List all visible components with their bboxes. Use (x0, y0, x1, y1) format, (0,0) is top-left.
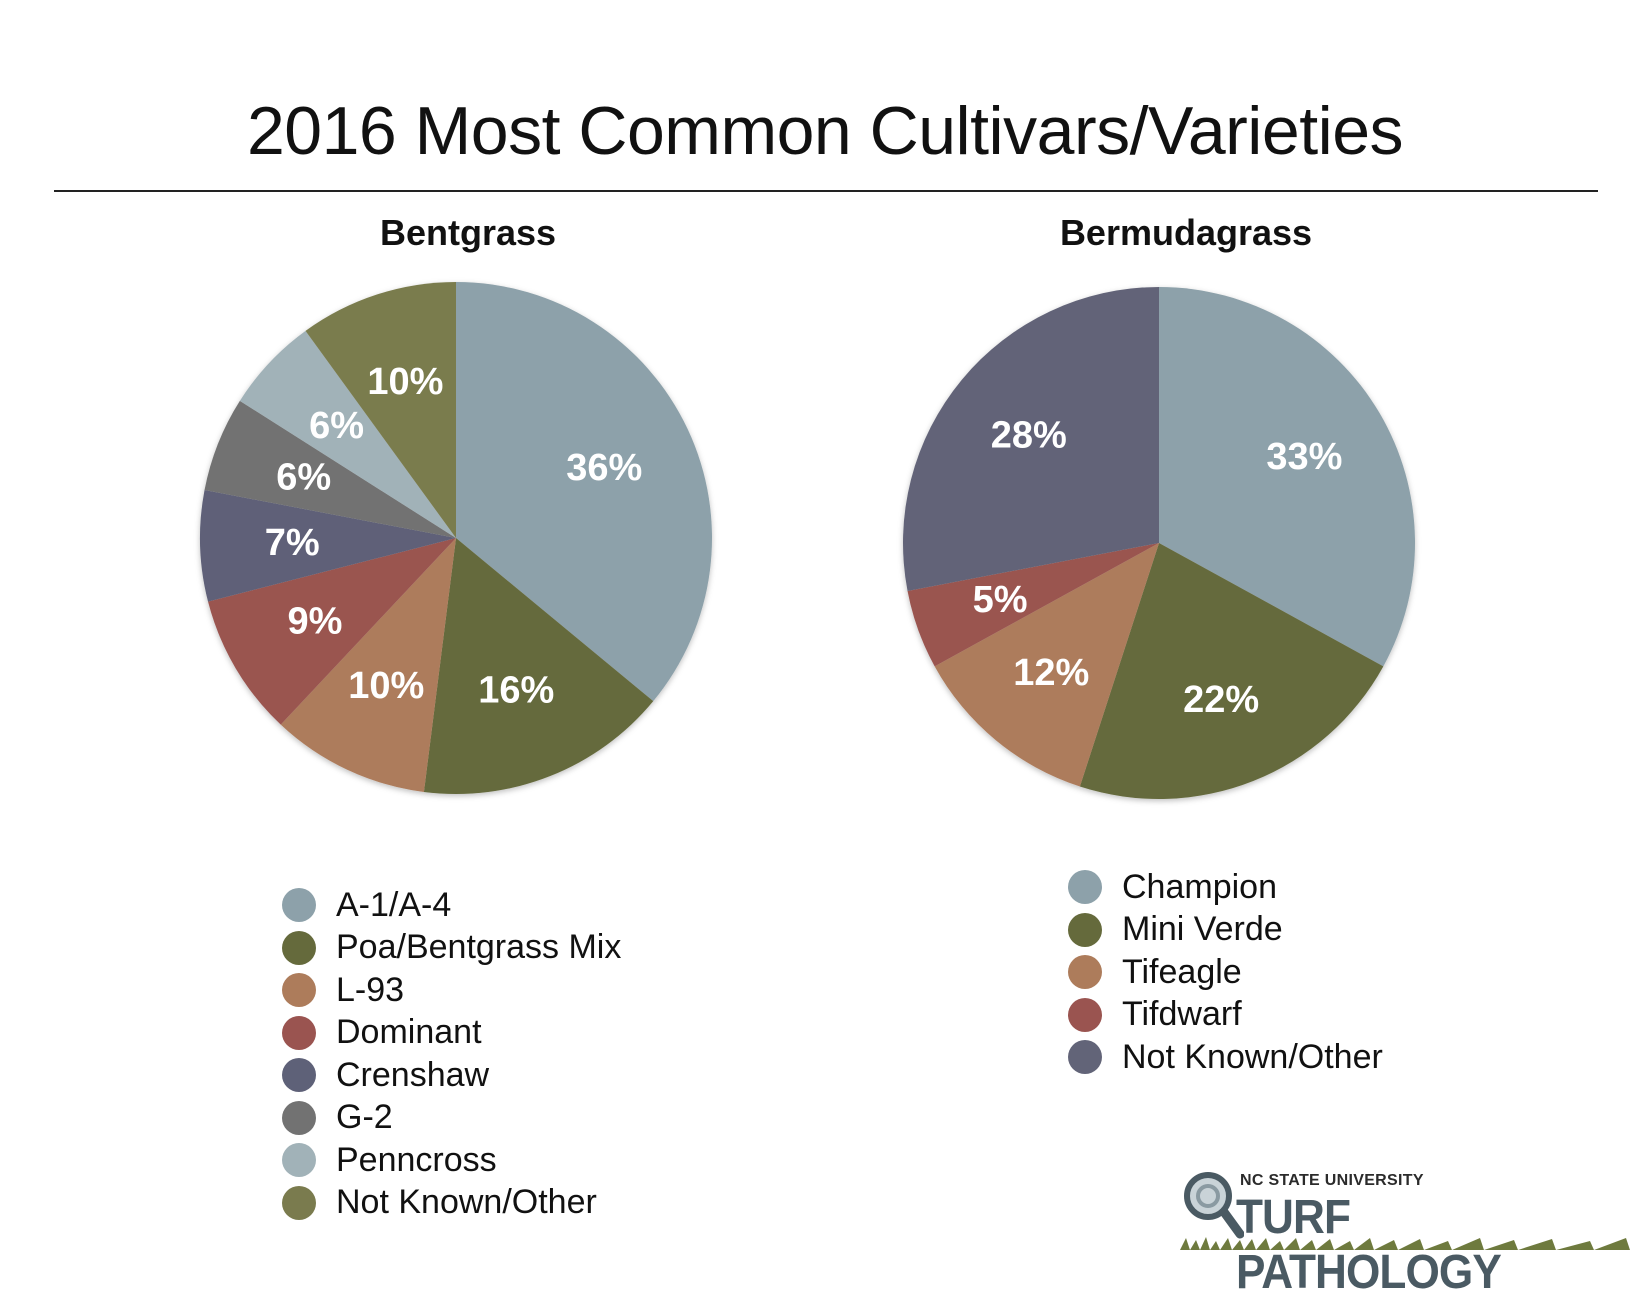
legend-swatch (1068, 997, 1102, 1032)
legend-swatch (282, 973, 316, 1008)
legend-label: Tifdwarf (1122, 995, 1242, 1034)
magnifier-logo-icon (1184, 1172, 1244, 1239)
bentgrass-chart-title: Bentgrass (379, 212, 557, 253)
legend-label: Poa/Bentgrass Mix (336, 928, 622, 967)
bentgrass-data-label-penncross: 6% (309, 405, 364, 447)
bermudagrass-slice-mini-verde (1079, 543, 1384, 800)
legend-label: Penncross (336, 1140, 497, 1179)
bermudagrass-legend-item-mini-verde: Mini Verde (1068, 909, 1383, 952)
bentgrass-legend-item-g-2: G-2 (282, 1097, 621, 1140)
bermudagrass-legend-item-not-known-other: Not Known/Other (1068, 1036, 1383, 1079)
bermudagrass-slice-tifeagle (934, 543, 1159, 787)
bentgrass-data-label-l-93: 10% (348, 665, 424, 707)
slide-title: 2016 Most Common Cultivars/Varieties (246, 93, 1404, 169)
bermudagrass-legend-item-tifeagle: Tifeagle (1068, 951, 1383, 994)
bermudagrass-legend-item-champion: Champion (1068, 866, 1383, 909)
legend-label: Mini Verde (1122, 910, 1283, 949)
bentgrass-legend-item-penncross: Penncross (282, 1139, 621, 1182)
bermudagrass-data-label-mini-verde: 22% (1183, 679, 1259, 721)
bentgrass-slice-a-1-a-4 (456, 282, 712, 702)
bermudagrass-pie-labels: 33% 22% 12% 5% 28% (973, 414, 1343, 721)
bermudagrass-slice-not-known-other (903, 287, 1159, 591)
legend-label: Not Known/Other (1122, 1037, 1383, 1076)
legend-swatch (282, 888, 316, 923)
legend-swatch (282, 1185, 316, 1220)
legend-label: Tifeagle (1122, 952, 1242, 991)
legend-swatch (282, 1015, 316, 1050)
bentgrass-legend-item-poa-bentgrass-mix: Poa/Bentgrass Mix (282, 927, 621, 970)
legend-swatch (1068, 1040, 1102, 1075)
legend-label: A-1/A-4 (336, 885, 452, 924)
bentgrass-slice-g-2 (204, 400, 456, 538)
legend-swatch (1068, 870, 1102, 905)
bermudagrass-pie (903, 287, 1415, 800)
legend-label: G-2 (336, 1098, 393, 1137)
bentgrass-legend-item-not-known-other: Not Known/Other (282, 1182, 621, 1225)
bentgrass-legend-item-dominant: Dominant (282, 1012, 621, 1055)
bentgrass-data-label-not-known-other: 10% (367, 361, 443, 403)
legend-label: L-93 (336, 970, 405, 1009)
legend-label: Not Known/Other (336, 1183, 597, 1222)
bentgrass-slice-crenshaw (200, 490, 456, 602)
logo-university: NC STATE UNIVERSITY (1240, 1172, 1424, 1189)
bentgrass-legend-item-a-1-a-4: A-1/A-4 (282, 884, 621, 927)
bentgrass-data-label-a-1-a-4: 36% (566, 447, 642, 489)
bentgrass-slice-dominant (208, 538, 456, 725)
bentgrass-legend: A-1/A-4 Poa/Bentgrass Mix L-93 Dominant Cren… (282, 884, 621, 1224)
bermudagrass-legend-item-tifdwarf: Tifdwarf (1068, 994, 1383, 1037)
bentgrass-legend-item-crenshaw: Crenshaw (282, 1054, 621, 1097)
bermudagrass-data-label-tifeagle: 12% (1013, 652, 1089, 694)
bermudagrass-legend: Champion Mini Verde Tifeagle Tifdwarf Not Kn… (1068, 866, 1383, 1079)
legend-label: Champion (1122, 867, 1277, 906)
turf-pathology-logo: NC STATE UNIVERSITY TURF PATHOLOGY (1180, 1168, 1636, 1299)
legend-swatch (1068, 912, 1102, 947)
bentgrass-slice-l-93 (280, 538, 456, 792)
bentgrass-slice-poa-bentgrass-mix (423, 538, 654, 794)
bermudagrass-data-label-champion: 33% (1266, 436, 1342, 478)
bentgrass-pie (200, 282, 712, 794)
grass-decoration-icon (1180, 1237, 1636, 1250)
legend-swatch (282, 1143, 316, 1178)
legend-swatch (282, 930, 316, 965)
bermudagrass-data-label-tifdwarf: 5% (973, 579, 1028, 621)
title-divider (54, 190, 1598, 192)
bentgrass-data-label-dominant: 9% (288, 600, 343, 642)
legend-swatch (282, 1058, 316, 1093)
bentgrass-pie-labels: 36%16%10%9%7%6%6%10% (265, 361, 642, 711)
bermudagrass-data-label-not-known-other: 28% (991, 414, 1067, 456)
bentgrass-slice-penncross (239, 330, 456, 538)
bermudagrass-slice-tifdwarf (907, 543, 1159, 667)
bentgrass-data-label-poa-bentgrass-mix: 16% (478, 669, 554, 711)
legend-swatch (1068, 955, 1102, 990)
bermudagrass-chart-title: Bermudagrass (1059, 212, 1313, 253)
bermudagrass-slice-champion (1159, 287, 1415, 667)
legend-swatch (282, 1100, 316, 1135)
legend-label: Crenshaw (336, 1055, 490, 1094)
bentgrass-data-label-g-2: 6% (276, 457, 331, 499)
bentgrass-legend-item-l-93: L-93 (282, 969, 621, 1012)
bentgrass-data-label-crenshaw: 7% (265, 522, 320, 564)
bentgrass-slice-not-known-other (305, 282, 456, 538)
legend-label: Dominant (336, 1013, 482, 1052)
pie-charts: 36%16%10%9%7%6%6%10% 33%22%12%5%28% (200, 282, 1415, 800)
